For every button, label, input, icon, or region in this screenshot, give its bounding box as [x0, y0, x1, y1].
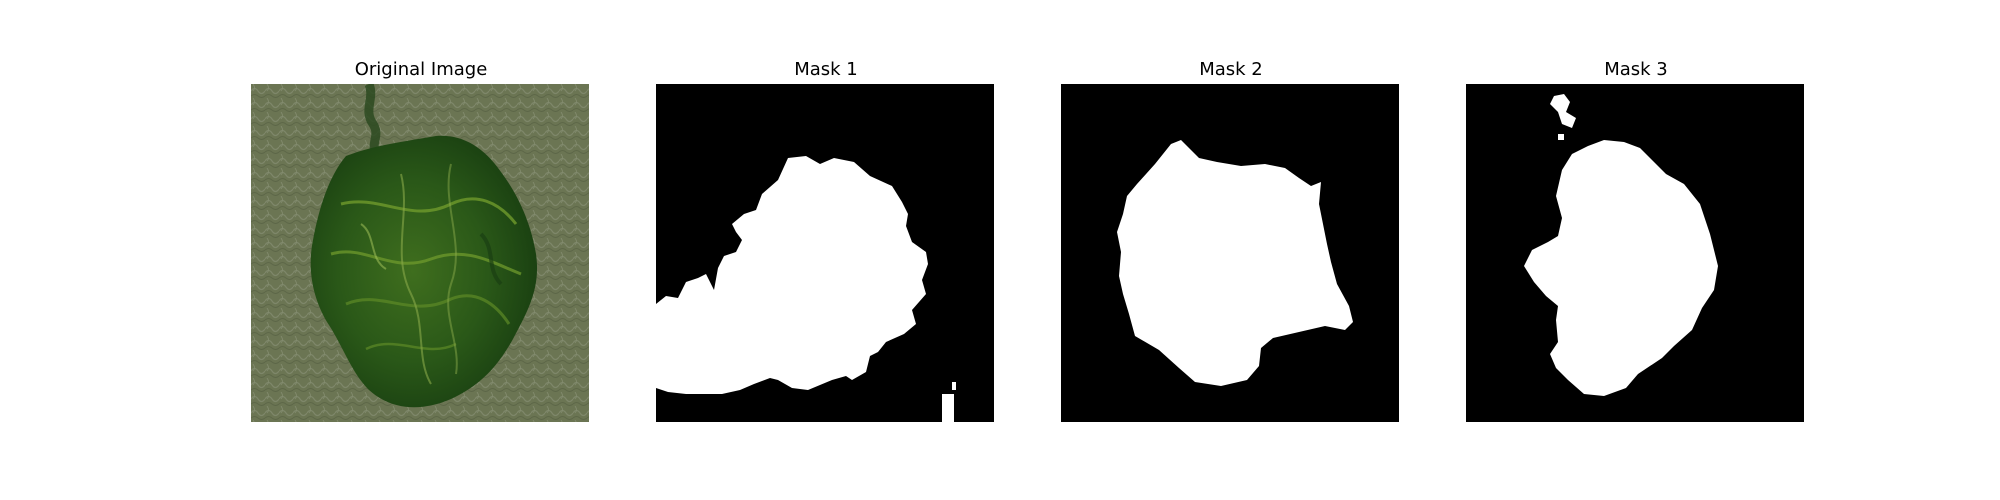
mask-1-image [656, 84, 994, 422]
mask-3-region [1524, 140, 1718, 396]
mask-1-speck [942, 394, 954, 422]
original-image [251, 84, 589, 422]
mask-3-image [1466, 84, 1804, 422]
mask-3-speck [1550, 94, 1576, 128]
panel-title-mask-2: Mask 2 [1199, 59, 1263, 80]
panel-title-mask-1: Mask 1 [794, 59, 858, 80]
mask-1-region [656, 156, 928, 394]
panel-title-mask-3: Mask 3 [1604, 59, 1668, 80]
panel-title-original-image: Original Image [354, 59, 488, 80]
mask-2-region [1117, 140, 1353, 386]
mask-2-image [1061, 84, 1399, 422]
